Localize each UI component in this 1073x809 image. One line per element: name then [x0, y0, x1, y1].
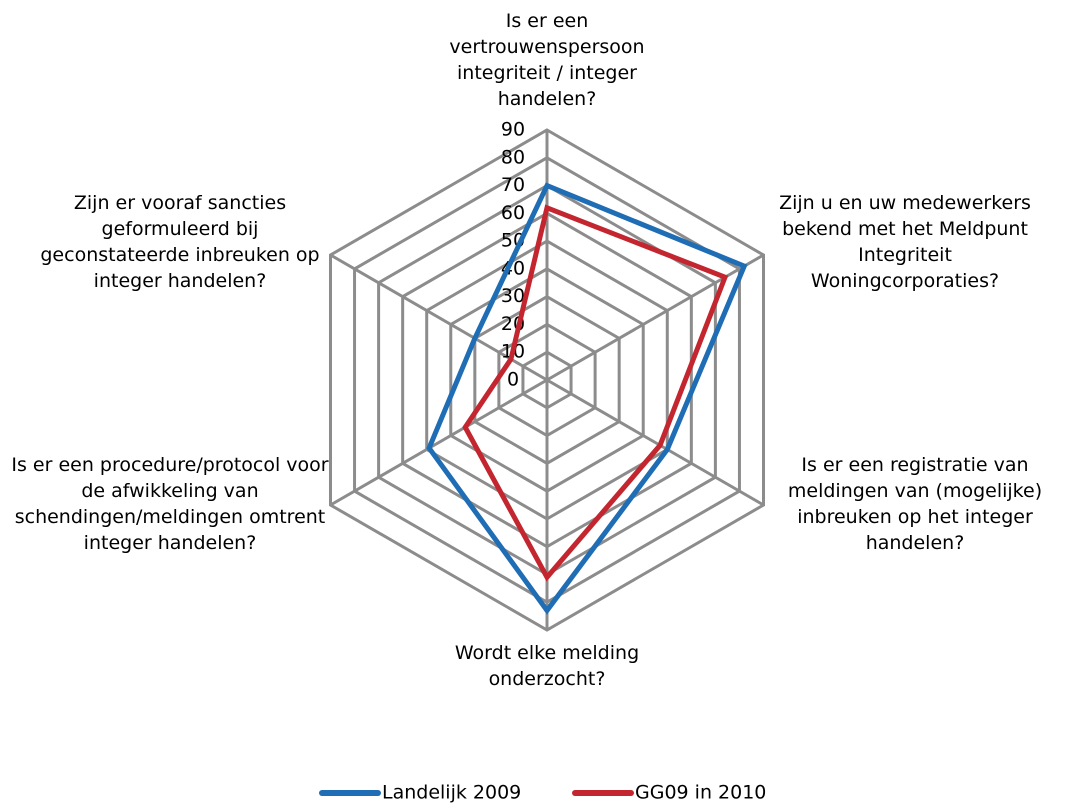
series-line: [462, 204, 729, 582]
axis-label: Is er een procedure/protocol voor de afw…: [11, 454, 329, 554]
tick-label: 90: [501, 119, 525, 141]
spoke: [546, 378, 765, 507]
tick-label: 80: [501, 146, 525, 168]
axis-label: Is er een vertrouwenspersoon integriteit…: [449, 10, 645, 110]
tick-label: 0: [507, 369, 519, 391]
legend-label: GG09 in 2010: [635, 782, 766, 804]
axis-label: Is er een registratie van meldingen van …: [787, 454, 1043, 554]
series-line: [426, 182, 748, 615]
spoke: [546, 253, 765, 382]
axis-label: Zijn er vooraf sancties geformuleerd bij…: [40, 192, 320, 292]
axis-label: Wordt elke melding onderzocht?: [454, 642, 640, 690]
tick-label: 70: [501, 174, 525, 196]
tick-label: 30: [501, 285, 525, 307]
tick-label: 60: [501, 202, 525, 224]
spoke: [329, 378, 548, 507]
legend-label: Landelijk 2009: [382, 782, 521, 804]
axis-label: Zijn u en uw medewerkers bekend met het …: [779, 192, 1031, 292]
